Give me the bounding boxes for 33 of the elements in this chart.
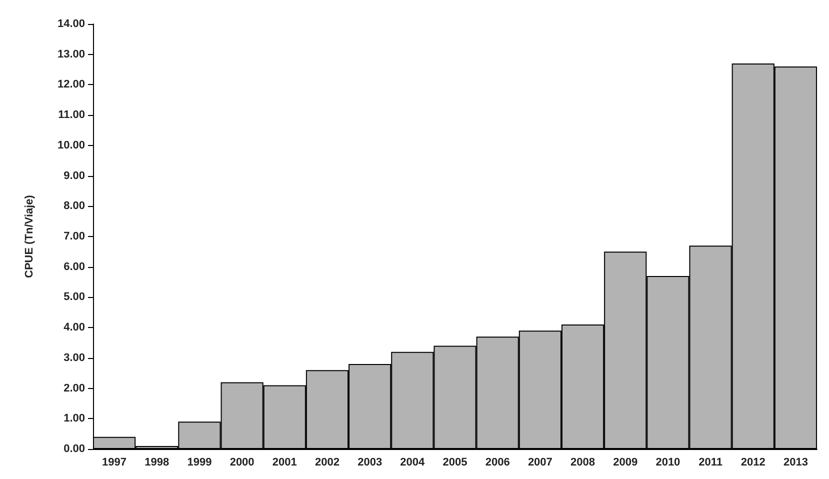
y-tick-label: 6.00 — [64, 260, 85, 273]
y-tick-label: 14.00 — [57, 18, 85, 30]
y-tick-label: 1.00 — [64, 412, 85, 425]
x-tick-label: 2004 — [400, 456, 426, 468]
x-tick-label: 2000 — [230, 456, 254, 468]
y-tick-label: 3.00 — [64, 352, 85, 364]
y-tick-label: 12.00 — [57, 78, 85, 91]
y-tick-label: 0.00 — [64, 443, 85, 455]
y-tick-label: 13.00 — [57, 48, 85, 60]
x-tick-label: 2012 — [740, 456, 766, 468]
x-tick-label: 2008 — [570, 456, 596, 468]
x-tick-label: 2013 — [783, 456, 808, 468]
y-tick-label: 11.00 — [58, 109, 85, 122]
x-tick-label: 2005 — [442, 456, 468, 468]
y-tick-label: 10.00 — [57, 139, 85, 152]
y-tick-label: 2.00 — [64, 382, 85, 394]
y-tick-label: 5.00 — [64, 291, 85, 304]
x-tick-label: 2001 — [272, 456, 297, 468]
y-tick-label: 4.00 — [64, 322, 85, 334]
y-tick-label: 8.00 — [64, 200, 85, 212]
x-tick-label: 2002 — [314, 456, 340, 468]
x-tick-label: 2009 — [613, 456, 638, 468]
x-tick-label: 2007 — [528, 456, 552, 468]
x-tick-label: 1997 — [102, 456, 127, 468]
x-tick-label: 1999 — [187, 456, 212, 468]
y-axis-title: CPUE (Tn/Viaje) — [24, 194, 36, 278]
x-tick-label: 2003 — [358, 456, 382, 468]
y-tick-label: 7.00 — [64, 230, 85, 242]
x-tick-label: 2006 — [485, 456, 510, 468]
y-tick-label: 9.00 — [64, 170, 85, 182]
x-tick-label: 2010 — [656, 456, 680, 468]
x-tick-label: 2011 — [698, 456, 722, 468]
x-tick-label: 1998 — [144, 456, 170, 468]
